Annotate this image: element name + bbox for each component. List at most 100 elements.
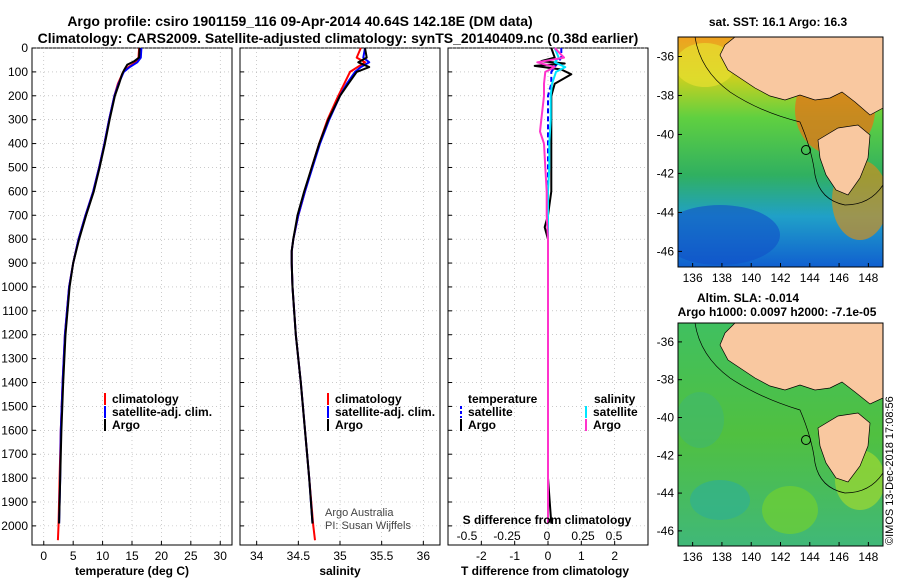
sla-eddy: [678, 392, 724, 448]
legend-climatology: climatology: [112, 392, 179, 406]
x-tick-label: 0: [40, 549, 47, 563]
legend-satellite-adj: satellite-adj. clim.: [335, 405, 435, 419]
depth-tick-label: 200: [8, 89, 28, 103]
tasmania-island: [817, 124, 871, 196]
s-diff-tick-label: 0: [544, 529, 551, 543]
map-lon-tick-label: 140: [741, 550, 761, 564]
x-tick-label: 25: [184, 549, 198, 563]
depth-tick-label: 700: [8, 208, 28, 222]
depth-tick-label: 400: [8, 137, 28, 151]
map-lon-tick-label: 146: [829, 550, 849, 564]
map-lon-tick-label: 136: [683, 271, 703, 285]
salinity-panel: 34 34.5 35 35.5 36: [240, 47, 440, 563]
isobath-contour: [694, 323, 883, 494]
argo-float-marker: [801, 145, 811, 155]
x-tick-label: 15: [125, 549, 139, 563]
legend-argo: Argo: [335, 418, 363, 432]
map-lon-tick-label: 148: [858, 271, 878, 285]
x-tick-label: 35: [333, 549, 347, 563]
salinity-axis-label: salinity: [319, 564, 361, 578]
mainland-australia: [719, 37, 883, 116]
map-lon-tick-label: 138: [712, 271, 732, 285]
sla-eddy: [690, 480, 750, 520]
map-axes: 136 138 140 142 144 146 148 -36 -38 -40 -42 -44 -46 1…: [657, 49, 879, 564]
legend-s-argo: Argo: [593, 418, 621, 432]
depth-tick-label: 1800: [1, 471, 28, 485]
depth-tick-label: 0: [21, 41, 28, 55]
series-line-argo: [290, 47, 371, 524]
temperature-panel: 0 5 10 15 20 25 30: [32, 47, 232, 563]
map-lat-tick-label: -42: [657, 448, 675, 462]
legend-s-satellite: satellite: [593, 405, 638, 419]
x-tick-label: 36: [417, 549, 431, 563]
depth-axis: 0 100 200 300 400 500 600 700 800 900 1000 1100 1200…: [1, 41, 28, 533]
map-lat-tick-label: -46: [657, 244, 675, 258]
sla-map: [678, 323, 883, 546]
depth-tick-label: 600: [8, 184, 28, 198]
argo-float-marker: [801, 435, 811, 445]
depth-tick-label: 1900: [1, 495, 28, 509]
map-top-title: sat. SST: 16.1 Argo: 16.3: [709, 15, 848, 29]
x-tick-label: 5: [70, 549, 77, 563]
s-difference-axis-label: S difference from climatology: [463, 513, 632, 527]
x-tick-label: 34.5: [287, 549, 311, 563]
x-tick-label: 35.5: [370, 549, 394, 563]
legend-heading-temperature: temperature: [468, 392, 538, 406]
figure-title-line1: Argo profile: csiro 1901159_116 09-Apr-2…: [67, 13, 532, 29]
difference-legend: temperature satellite Argo salinity sate…: [460, 392, 638, 432]
depth-tick-label: 1700: [1, 447, 28, 461]
series-line-temperature-argo: [533, 47, 573, 524]
map-lon-tick-label: 142: [770, 550, 790, 564]
depth-tick-label: 1600: [1, 423, 28, 437]
map-bottom-title-1: Altim. SLA: -0.014: [697, 291, 799, 305]
x-tick-label: 20: [155, 549, 169, 563]
map-bottom-title-2: Argo h1000: 0.0097 h2000: -7.1e-05: [678, 305, 877, 319]
legend-satellite-adj: satellite-adj. clim.: [112, 405, 212, 419]
depth-tick-label: 1200: [1, 328, 28, 342]
depth-tick-label: 2000: [1, 519, 28, 533]
imos-footer: ©IMOS 13-Dec-2018 17:08:56: [884, 396, 896, 545]
series-line-climatology: [56, 47, 141, 541]
legend-heading-salinity: salinity: [594, 392, 636, 406]
map-lon-tick-label: 148: [858, 550, 878, 564]
figure-title-line2: Climatology: CARS2009. Satellite-adjuste…: [38, 30, 639, 46]
x-tick-label: -1: [509, 549, 520, 563]
s-diff-tick-label: -0.5: [457, 529, 478, 543]
depth-tick-label: 1400: [1, 376, 28, 390]
depth-tick-label: 800: [8, 232, 28, 246]
series-line-salinity-argo: [536, 47, 565, 524]
map-lat-tick-label: -38: [657, 88, 675, 102]
map-lon-tick-label: 146: [829, 271, 849, 285]
map-lon-tick-label: 142: [770, 271, 790, 285]
map-lon-tick-label: 140: [741, 271, 761, 285]
x-tick-label: 34: [250, 549, 264, 563]
s-diff-tick-label: -0.25: [493, 529, 521, 543]
depth-tick-label: 500: [8, 160, 28, 174]
s-diff-tick-label: 0.5: [606, 529, 623, 543]
map-lat-tick-label: -36: [657, 335, 675, 349]
map-lat-tick-label: -40: [657, 410, 675, 424]
x-tick-label: 0: [545, 549, 552, 563]
map-lat-tick-label: -36: [657, 49, 675, 63]
map-lon-tick-label: 144: [800, 271, 820, 285]
legend-t-argo: Argo: [468, 418, 496, 432]
map-lon-tick-label: 138: [712, 550, 732, 564]
s-diff-tick-label: 0.25: [571, 529, 595, 543]
x-tick-label: 10: [96, 549, 110, 563]
sst-cold-patch: [678, 205, 780, 265]
x-tick-label: 2: [611, 549, 618, 563]
sla-eddy: [762, 486, 818, 534]
map-lat-tick-label: -38: [657, 373, 675, 387]
map-lat-tick-label: -42: [657, 166, 675, 180]
map-lon-tick-label: 144: [800, 550, 820, 564]
t-difference-axis-label: T difference from climatology: [461, 564, 629, 578]
isobath-contour: [694, 37, 883, 206]
map-lat-tick-label: -44: [657, 486, 675, 500]
tasmania-island: [817, 412, 871, 483]
map-lat-tick-label: -44: [657, 205, 675, 219]
map-lon-tick-label: 136: [683, 550, 703, 564]
depth-tick-label: 1500: [1, 399, 28, 413]
depth-tick-label: 1100: [2, 304, 28, 318]
map-lat-tick-label: -46: [657, 524, 675, 538]
